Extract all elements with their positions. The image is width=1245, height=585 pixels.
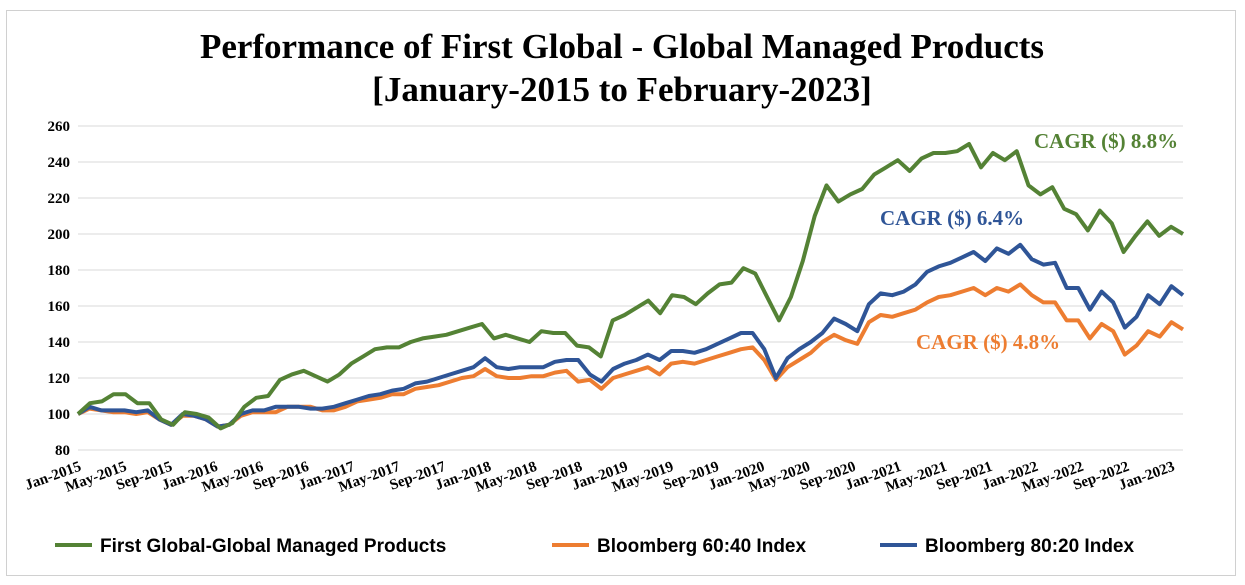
chart-title-line2: [January-2015 to February-2023]	[372, 70, 872, 109]
legend-item-80-20[interactable]: Bloomberg 80:20 Index	[880, 536, 1134, 557]
legend-item-first-global[interactable]: First Global-Global Managed Products	[55, 536, 446, 557]
annotation-cagr-first-global: CAGR ($) 8.8%	[1034, 129, 1178, 153]
y-tick-label: 260	[48, 119, 71, 135]
y-tick-label: 200	[48, 227, 71, 243]
series-line-2	[76, 242, 1185, 429]
gridlines	[78, 125, 1183, 451]
series-lines	[76, 142, 1185, 431]
y-tick-label: 100	[48, 407, 71, 423]
chart-frame	[6, 10, 1236, 576]
legend: First Global-Global Managed Products Blo…	[55, 536, 1134, 557]
y-tick-label: 140	[48, 335, 71, 351]
y-tick-label: 240	[48, 155, 71, 171]
annotation-cagr-60-40: CAGR ($) 4.8%	[916, 330, 1060, 354]
legend-label-first-global: First Global-Global Managed Products	[100, 536, 446, 557]
legend-label-80-20: Bloomberg 80:20 Index	[925, 536, 1134, 557]
annotation-cagr-80-20: CAGR ($) 6.4%	[880, 206, 1024, 230]
y-tick-label: 220	[48, 191, 71, 207]
y-tick-label: 180	[48, 263, 71, 279]
chart-title-line1: Performance of First Global - Global Man…	[200, 27, 1044, 66]
x-axis: Jan-2015May-2015Sep-2015Jan-2016May-2016…	[23, 459, 1177, 496]
legend-label-60-40: Bloomberg 60:40 Index	[597, 536, 806, 557]
y-tick-label: 160	[48, 299, 71, 315]
legend-item-60-40[interactable]: Bloomberg 60:40 Index	[552, 536, 806, 557]
y-axis: 80 100 120 140 160 180 200 220 240 260	[48, 119, 71, 459]
series-line-0	[76, 142, 1185, 431]
y-tick-label: 80	[55, 443, 70, 459]
y-tick-label: 120	[48, 371, 71, 387]
